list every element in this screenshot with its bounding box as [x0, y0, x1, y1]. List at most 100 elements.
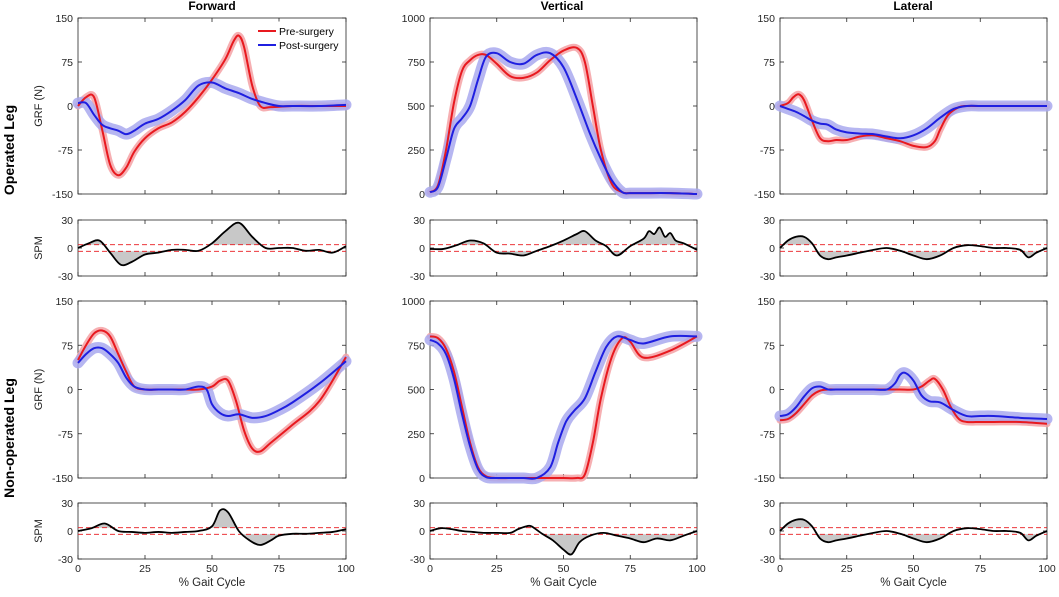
- spm-ytick-label: -30: [58, 271, 73, 283]
- grf-ytick-label: -75: [760, 429, 775, 441]
- spm-xtick-label: 50: [206, 563, 218, 575]
- spm-xtick-label: 50: [908, 563, 920, 575]
- grf-ytick-label: -75: [58, 429, 73, 441]
- grf-ytick-label: 500: [407, 385, 425, 397]
- post-surgery-line: [779, 104, 1047, 140]
- spm-line: [429, 226, 698, 257]
- pre-surgery-line: [779, 377, 1048, 425]
- grf-ytick-label: 150: [757, 296, 775, 308]
- spm-ytick-label: 30: [413, 215, 425, 227]
- grf-ytick-label: 150: [55, 13, 73, 25]
- spm-ytick-label: 30: [61, 498, 73, 510]
- spm-ytick-label: 0: [67, 243, 73, 255]
- grf-ytick-label: 250: [407, 145, 425, 157]
- spm-xtick-label: 25: [841, 563, 853, 575]
- column-title-vertical: Vertical: [541, 0, 584, 13]
- spm-axes-box: [77, 219, 347, 277]
- spm-xtick-label: 25: [491, 563, 503, 575]
- post-surgery-sd-band: [424, 46, 703, 200]
- spm-suprathreshold-fill: [780, 236, 1047, 260]
- panel-operated-vertical: 0 250 500 750 1000 -30 0 30: [402, 13, 703, 283]
- xlabel-gait-cycle: % Gait Cycle: [179, 577, 245, 589]
- spm-axes-box: [429, 219, 698, 277]
- grf-ytick-label: -150: [52, 189, 73, 201]
- spm-ytick-label: 30: [763, 498, 775, 510]
- post-surgery-line: [429, 334, 698, 480]
- post-surgery-line: [77, 346, 347, 419]
- grf-ytick-label: 75: [763, 340, 775, 352]
- grf-ytick-label: 1000: [402, 296, 426, 308]
- grf-ytick-label: 0: [419, 189, 425, 201]
- grf-ytick-label: 0: [419, 473, 425, 485]
- legend-post-surgery-label: Post-surgery: [279, 40, 339, 52]
- spm-ytick-label: 30: [763, 215, 775, 227]
- grf-ylabel: GRF (N): [33, 369, 45, 411]
- grf-ytick-label: 75: [61, 57, 73, 69]
- grf-ytick-label: 750: [407, 57, 425, 69]
- grf-ytick-label: -150: [754, 189, 775, 201]
- post-surgery-line: [429, 51, 698, 195]
- spm-ytick-label: 0: [769, 526, 775, 538]
- spm-line: [77, 508, 347, 546]
- spm-xtick-label: 75: [624, 563, 636, 575]
- grf-ytick-label: 150: [757, 13, 775, 25]
- spm-xtick-label: 100: [688, 563, 706, 575]
- spm-ylabel: SPM: [33, 519, 45, 543]
- grf-ytick-label: 750: [407, 340, 425, 352]
- grf-ytick-label: 500: [407, 101, 425, 113]
- legend-box: [253, 21, 345, 55]
- row-label-operated-leg: Operated Leg: [1, 105, 17, 195]
- pre-surgery-line: [77, 329, 347, 453]
- spm-xtick-label: 100: [337, 563, 355, 575]
- grf-ytick-label: -75: [58, 145, 73, 157]
- spm-ytick-label: -30: [760, 554, 775, 566]
- spm-xtick-label: 0: [777, 563, 783, 575]
- spm-ytick-label: 0: [419, 526, 425, 538]
- spm-ytick-label: 0: [67, 526, 73, 538]
- pre-surgery-line: [77, 34, 346, 177]
- post-surgery-line: [77, 81, 347, 136]
- spm-xtick-label: 25: [139, 563, 151, 575]
- spm-xtick-label: 75: [974, 563, 986, 575]
- grf-ytick-label: 1000: [402, 13, 426, 25]
- panel-operated-forward: -150 -75 0 75 150 GRF (N) -30 0 30 SPM: [33, 13, 352, 283]
- spm-ytick-label: -30: [58, 554, 73, 566]
- grf-ylabel: GRF (N): [33, 85, 45, 127]
- spm-ytick-label: -30: [760, 271, 775, 283]
- column-title-forward: Forward: [188, 0, 235, 13]
- spm-line: [77, 221, 347, 267]
- spm-line: [779, 235, 1048, 261]
- grf-ytick-label: 0: [67, 101, 73, 113]
- xlabel-gait-cycle: % Gait Cycle: [880, 577, 946, 589]
- spm-line: [779, 518, 1048, 544]
- grf-ytick-label: 75: [763, 57, 775, 69]
- xlabel-gait-cycle: % Gait Cycle: [530, 577, 596, 589]
- row-label-non-operated-leg: Non-operated Leg: [1, 378, 17, 498]
- spm-xtick-label: 100: [1038, 563, 1056, 575]
- legend-pre-surgery-label: Pre-surgery: [279, 26, 335, 38]
- grf-ytick-label: -150: [754, 473, 775, 485]
- spm-xtick-label: 50: [558, 563, 570, 575]
- grf-ytick-label: 150: [55, 296, 73, 308]
- spm-ytick-label: 30: [61, 215, 73, 227]
- spm-xtick-label: 0: [427, 563, 433, 575]
- spm-xtick-label: 0: [75, 563, 81, 575]
- spm-line: [429, 524, 698, 556]
- post-surgery-line: [779, 371, 1048, 420]
- spm-ytick-label: 0: [769, 243, 775, 255]
- grf-ytick-label: 75: [61, 340, 73, 352]
- spm-suprathreshold-fill: [780, 519, 1047, 543]
- spm-xtick-label: 75: [273, 563, 285, 575]
- spm-ytick-label: -30: [410, 271, 425, 283]
- grf-ytick-label: 0: [67, 385, 73, 397]
- post-surgery-sd-band: [72, 76, 352, 140]
- grf-ytick-label: -75: [760, 145, 775, 157]
- spm-ytick-label: 30: [413, 498, 425, 510]
- spm-ytick-label: -30: [410, 554, 425, 566]
- grf-ytick-label: 0: [769, 101, 775, 113]
- spm-ylabel: SPM: [33, 236, 45, 260]
